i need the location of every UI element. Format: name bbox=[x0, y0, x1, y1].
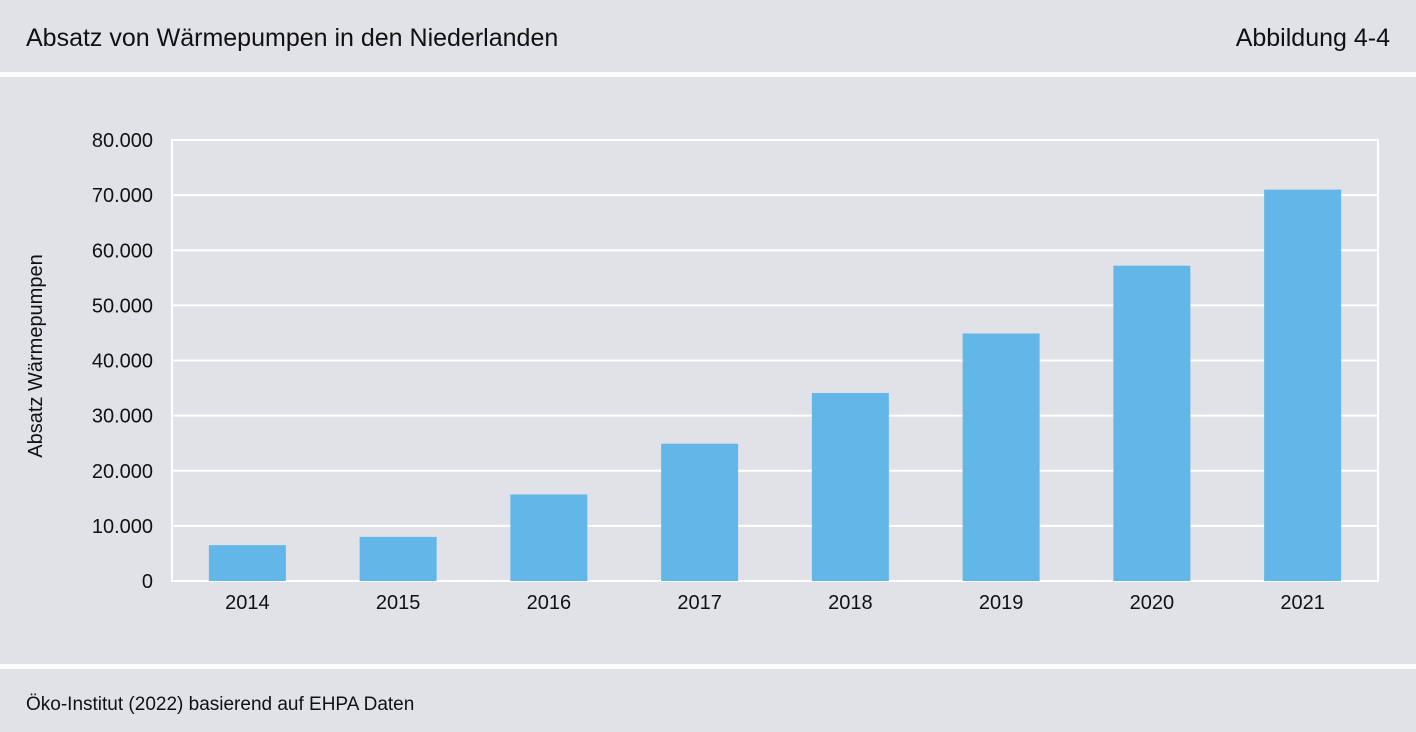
y-tick-label: 10.000 bbox=[92, 516, 153, 538]
x-tick-label: 2016 bbox=[527, 592, 572, 614]
y-tick-label: 50.000 bbox=[92, 295, 153, 317]
bar-2020 bbox=[1113, 265, 1191, 581]
x-tick-label: 2019 bbox=[979, 592, 1024, 614]
source-note: Öko-Institut (2022) basierend auf EHPA D… bbox=[26, 694, 415, 715]
x-tick-label: 2014 bbox=[225, 592, 270, 614]
bar-2017 bbox=[661, 443, 739, 581]
y-tick-label: 80.000 bbox=[92, 130, 153, 152]
figure-number: Abbildung 4-4 bbox=[1235, 24, 1390, 52]
header-divider bbox=[0, 72, 1416, 77]
y-tick-label: 70.000 bbox=[92, 185, 153, 207]
x-tick-label: 2021 bbox=[1280, 592, 1325, 614]
bar-2019 bbox=[962, 333, 1040, 581]
x-tick-label: 2018 bbox=[828, 592, 873, 614]
x-tick-label: 2017 bbox=[677, 592, 722, 614]
y-tick-label: 40.000 bbox=[92, 351, 153, 373]
y-tick-label: 60.000 bbox=[92, 240, 153, 262]
figure-header: Absatz von Wärmepumpen in den Niederland… bbox=[0, 0, 1416, 74]
y-axis-label: Absatz Wärmepumpen bbox=[25, 254, 47, 457]
bar-2016 bbox=[510, 494, 588, 581]
x-tick-label: 2020 bbox=[1130, 592, 1175, 614]
bar-2018 bbox=[811, 393, 889, 581]
bar-2015 bbox=[359, 536, 437, 581]
y-tick-label: 30.000 bbox=[92, 406, 153, 428]
bar-2014 bbox=[208, 545, 286, 581]
x-tick-label: 2015 bbox=[376, 592, 421, 614]
footer-divider bbox=[0, 664, 1416, 669]
bar-2021 bbox=[1264, 189, 1342, 582]
y-tick-label: 20.000 bbox=[92, 461, 153, 483]
y-tick-label: 0 bbox=[142, 571, 153, 593]
figure-title: Absatz von Wärmepumpen in den Niederland… bbox=[26, 24, 559, 52]
